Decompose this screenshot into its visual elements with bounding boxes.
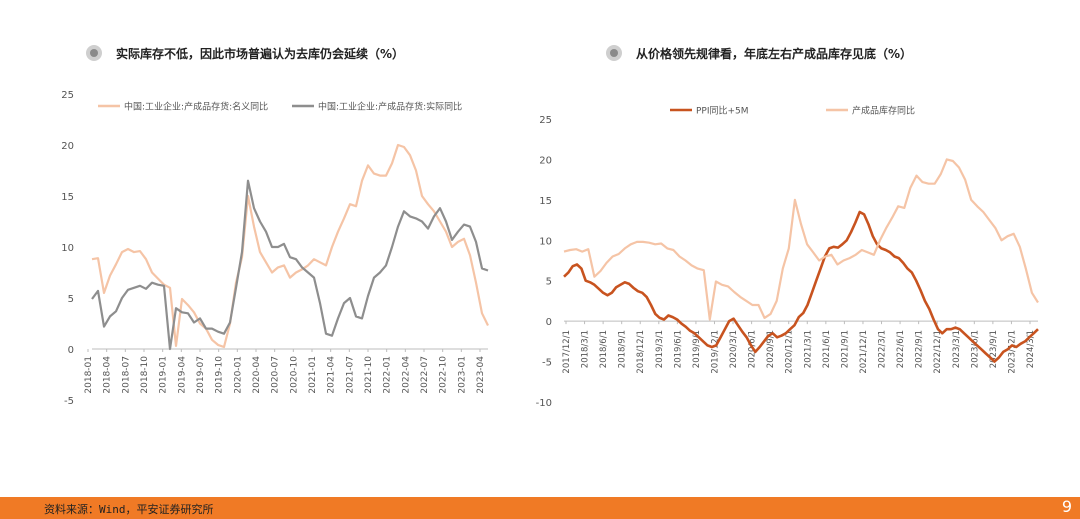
right-y-tick-label: 10 xyxy=(539,236,552,247)
left-x-tick-label: 2020-01 xyxy=(233,356,243,394)
right-y-tick-label: 0 xyxy=(546,317,552,328)
left-y-tick-label: -5 xyxy=(64,396,74,407)
left-x-tick-label: 2019-10 xyxy=(215,356,225,394)
right-x-tick-label: 2018/12/1 xyxy=(636,330,646,374)
left-x-tick-label: 2019-04 xyxy=(177,356,187,394)
right-series-line-1 xyxy=(563,210,1039,363)
right-x-tick-label: 2019/12/1 xyxy=(710,330,720,374)
left-y-tick-label: 0 xyxy=(68,345,74,356)
right-x-tick-label: 2020/12/1 xyxy=(785,330,795,374)
right-legend-label-2: 产成品库存同比 xyxy=(852,105,915,117)
left-x-tick-label: 2022-10 xyxy=(439,356,449,394)
left-x-tick-label: 2021-04 xyxy=(327,356,337,394)
left-x-tick-label: 2022-01 xyxy=(383,356,393,394)
left-y-tick-label: 10 xyxy=(61,243,74,254)
right-x-tick-label: 2023/9/1 xyxy=(989,330,999,368)
right-line-chart: -10 -5 0 5 10 15 20 25 2017/12/1 2018/3/1 2018/6/1… xyxy=(536,105,1039,409)
right-x-tick-label: 2023/3/1 xyxy=(952,330,962,368)
left-y-tick-label: 25 xyxy=(61,90,74,101)
right-x-tick-label: 2021/6/1 xyxy=(822,330,832,368)
left-chart-title-text: 实际库存不低，因此市场普遍认为去库仍会延续（%） xyxy=(116,46,405,61)
right-x-tick-label: 2022/3/1 xyxy=(878,330,888,368)
left-x-tick-label: 2018-01 xyxy=(84,356,94,394)
left-x-tick-label: 2022-04 xyxy=(401,356,411,394)
right-y-tick-label: 5 xyxy=(546,277,552,288)
right-x-tick-label: 2018/6/1 xyxy=(599,330,609,368)
right-x-tick-label: 2020/9/1 xyxy=(766,330,776,368)
left-chart-title: 实际库存不低，因此市场普遍认为去库仍会延续（%） xyxy=(86,40,404,66)
right-x-tick-label: 2021/12/1 xyxy=(859,330,869,374)
left-x-tick-label: 2018-07 xyxy=(121,356,131,394)
left-x-tick-label: 2020-07 xyxy=(271,356,281,394)
footer-source: 资料来源：Wind，平安证券研究所 xyxy=(44,503,214,516)
left-y-tick-label: 20 xyxy=(61,141,74,152)
right-y-tick-label: -10 xyxy=(536,398,552,409)
right-x-tick-label: 2023/12/1 xyxy=(1007,330,1017,374)
right-y-tick-label: 25 xyxy=(539,115,552,126)
bullet-icon xyxy=(86,45,102,61)
left-y-tick-label: 5 xyxy=(68,294,74,305)
left-x-tick-label: 2020-04 xyxy=(252,356,262,394)
page-number: 9 xyxy=(1061,497,1072,516)
right-x-tick-label: 2020/3/1 xyxy=(729,330,739,368)
right-y-tick-label: 20 xyxy=(539,155,552,166)
right-x-tick-label: 2017/12/1 xyxy=(562,330,572,374)
left-x-tick-label: 2019-01 xyxy=(159,356,169,394)
right-x-tick-label: 2022/9/1 xyxy=(915,330,925,368)
right-chart-title: 从价格领先规律看，年底左右产成品库存见底（%） xyxy=(606,40,912,66)
right-x-tick-label: 2024/3/1 xyxy=(1026,330,1036,368)
left-x-tick-label: 2018-04 xyxy=(103,356,113,394)
right-legend-label-1: PPI同比+5M xyxy=(696,105,749,117)
left-series-line-2 xyxy=(91,179,489,351)
left-x-tick-label: 2020-10 xyxy=(289,356,299,394)
right-y-tick-label: -5 xyxy=(542,358,552,369)
right-x-tick-label: 2019/9/1 xyxy=(692,330,702,368)
right-x-tick-label: 2019/6/1 xyxy=(673,330,683,368)
bullet-icon xyxy=(606,45,622,61)
right-x-tick-label: 2018/9/1 xyxy=(618,330,628,368)
right-y-tick-label: 15 xyxy=(539,196,552,207)
right-x-tick-label: 2019/3/1 xyxy=(655,330,665,368)
right-x-tick-label: 2018/3/1 xyxy=(581,330,591,368)
left-legend-label-1: 中国:工业企业:产成品存货:名义同比 xyxy=(124,101,268,113)
footer-bar: 资料来源：Wind，平安证券研究所 9 xyxy=(0,497,1080,519)
left-legend-label-2: 中国:工业企业:产成品存货:实际同比 xyxy=(318,101,462,113)
left-x-tick-label: 2021-07 xyxy=(345,356,355,394)
left-line-chart: -5 0 5 10 15 20 25 2018-01 2018-04 2018-07 2018-10… xyxy=(61,90,489,407)
right-chart-title-text: 从价格领先规律看，年底左右产成品库存见底（%） xyxy=(636,46,913,61)
right-x-tick-label: 2022/12/1 xyxy=(933,330,943,374)
left-y-tick-label: 15 xyxy=(61,192,74,203)
right-series-line-2 xyxy=(563,158,1039,321)
right-x-tick-label: 2022/6/1 xyxy=(896,330,906,368)
left-x-tick-label: 2021-10 xyxy=(364,356,374,394)
left-x-tick-label: 2022-07 xyxy=(420,356,430,394)
left-x-tick-label: 2023-04 xyxy=(476,356,486,394)
right-x-tick-label: 2023/6/1 xyxy=(970,330,980,368)
right-x-tick-label: 2021/9/1 xyxy=(840,330,850,368)
right-x-tick-label: 2021/3/1 xyxy=(803,330,813,368)
left-x-tick-label: 2023-01 xyxy=(457,356,467,394)
left-series-line-1 xyxy=(91,143,489,349)
left-x-tick-label: 2018-10 xyxy=(140,356,150,394)
left-x-tick-label: 2019-07 xyxy=(196,356,206,394)
left-x-tick-label: 2021-01 xyxy=(308,356,318,394)
